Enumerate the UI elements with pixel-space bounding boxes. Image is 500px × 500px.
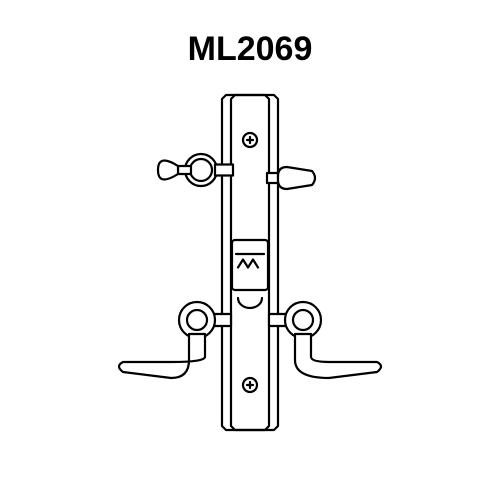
lockset-diagram: [0, 85, 500, 485]
figure-container: ML2069: [0, 0, 500, 500]
model-number-title: ML2069: [0, 30, 500, 69]
lockset-svg: [0, 85, 500, 485]
